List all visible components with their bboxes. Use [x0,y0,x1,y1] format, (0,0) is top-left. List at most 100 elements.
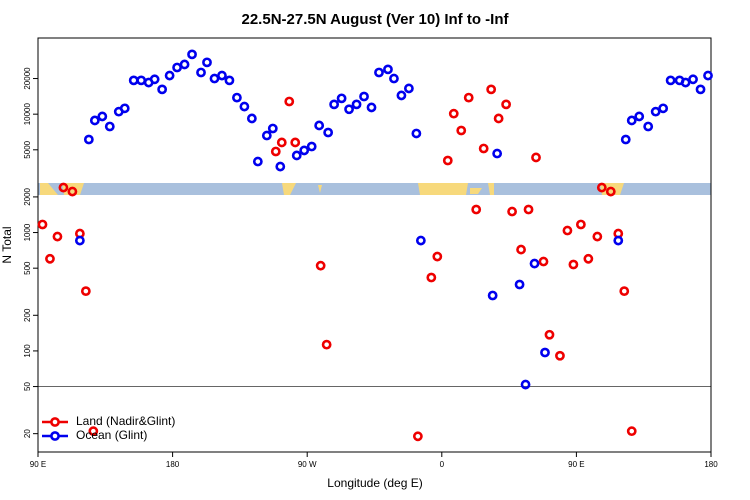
point [389,73,399,84]
point [514,279,525,290]
point [596,182,607,193]
point [426,272,437,283]
point [605,186,616,197]
point [695,84,706,95]
point [665,75,676,86]
point [538,256,549,267]
point [643,121,654,132]
point [329,99,340,110]
point [529,258,540,269]
point [128,75,139,86]
point [478,143,489,154]
point [270,146,281,157]
point [544,329,555,340]
point [366,102,377,113]
point [619,286,630,297]
point [487,290,498,301]
point [501,99,512,110]
point [306,141,317,152]
x-tick-label: 90 W [298,460,317,469]
point [315,260,326,271]
point [261,130,272,141]
point [209,73,220,84]
point [516,244,526,255]
chart-title: 22.5N-27.5N August (Ver 10) Inf to -Inf [242,11,510,28]
point [336,93,347,104]
point [74,235,85,246]
point [149,74,160,85]
point [58,182,69,193]
point [650,106,661,117]
point [583,253,594,264]
point [45,253,55,264]
point [179,59,190,70]
point [157,84,168,95]
point [187,49,197,60]
point [680,77,691,88]
y-axis-label: N Total [0,226,14,263]
point [52,231,63,242]
point [540,347,550,358]
x-tick-label: 180 [166,460,180,469]
y-tick-label: 500 [23,261,32,275]
x-tick-label: 0 [440,460,445,469]
point [411,128,422,139]
y-tick-label: 200 [23,308,32,322]
point [412,431,423,442]
point [83,134,94,145]
point [267,123,278,134]
point [239,101,250,112]
point [119,103,130,114]
point [396,90,407,101]
point [344,104,354,115]
point [299,145,310,156]
point [575,219,586,230]
legend-label: Land (Nadir&Glint) [76,414,175,428]
x-tick-label: 90 E [568,460,584,469]
point [415,235,426,246]
point [471,204,482,215]
y-tick-label: 50 [23,382,32,391]
point [493,113,504,124]
point [232,92,242,103]
point [351,99,362,110]
point [568,259,579,270]
y-tick-label: 1000 [23,223,32,241]
point [403,83,414,94]
y-tick-label: 20 [23,429,32,438]
point [88,426,99,437]
y-tick-label: 100 [23,344,32,358]
point [442,155,453,166]
point [492,148,503,159]
point [217,70,227,81]
point [507,206,517,217]
point [486,84,497,95]
point [89,115,100,126]
point [592,231,603,242]
point [626,115,637,126]
point [224,75,235,86]
point [359,91,369,102]
point [688,74,698,85]
point [562,225,573,236]
point [463,92,474,103]
point [374,67,384,78]
point [555,350,565,361]
point [290,137,301,148]
point [291,150,302,161]
point [314,120,325,131]
point [284,96,295,107]
x-axis-label: Longitude (deg E) [327,476,422,490]
point [37,219,48,230]
point [626,426,637,437]
plot-frame [37,37,712,453]
legend-marker [50,431,60,441]
point [634,111,645,122]
point [252,156,263,167]
point [196,67,206,78]
point [383,64,393,75]
point [104,121,115,132]
point [613,235,624,246]
